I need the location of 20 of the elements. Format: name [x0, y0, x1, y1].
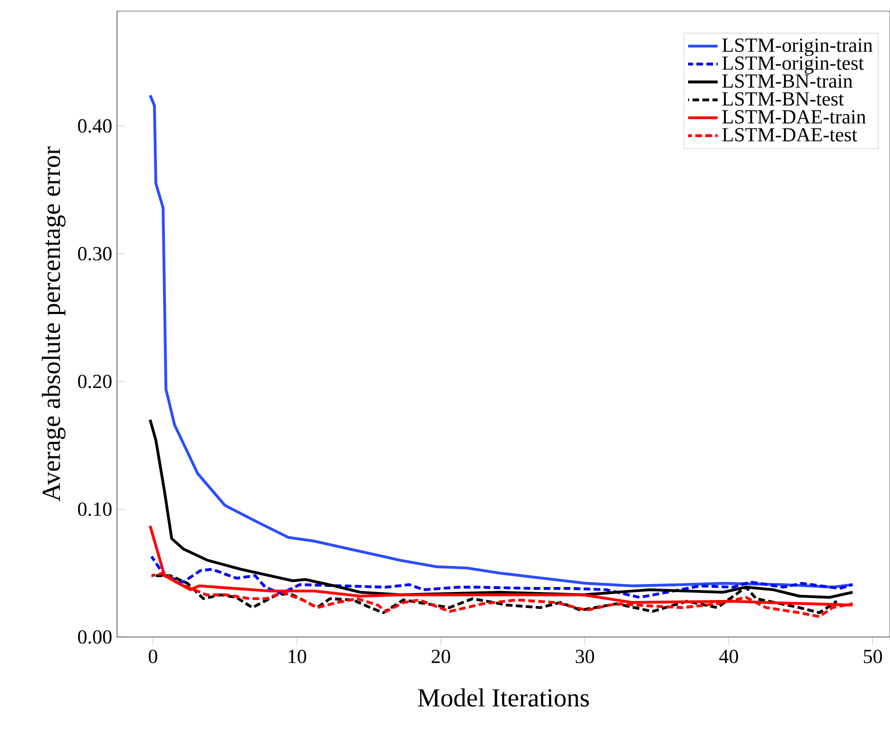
line-series — [150, 555, 854, 599]
y-tick-label: 0.10 — [78, 502, 112, 516]
legend-label: LSTM-origin-test — [722, 56, 864, 74]
legend-label: LSTM-DAE-test — [722, 128, 858, 142]
x-tick-label: 10 — [288, 650, 306, 664]
y-tick-label: 0.20 — [78, 374, 112, 388]
legend-label: LSTM-BN-train — [722, 74, 853, 88]
x-tick-label: 0 — [148, 650, 158, 664]
y-tick-label: 0.00 — [78, 630, 112, 644]
legend-label: LSTM-DAE-train — [722, 110, 866, 124]
x-tick-label: 50 — [864, 650, 882, 664]
y-axis-title: Average absolute percentage error — [42, 146, 66, 502]
y-tick-label: 0.40 — [78, 119, 112, 133]
x-tick-label: 30 — [576, 650, 594, 664]
x-tick-label: 20 — [432, 650, 450, 664]
y-tick-label: 0.30 — [78, 246, 112, 261]
x-axis-title: Model Iterations — [418, 688, 589, 707]
legend-label: LSTM-BN-test — [722, 92, 844, 106]
legend-label: LSTM-origin-train — [722, 38, 873, 56]
x-tick-label: 40 — [719, 650, 738, 664]
